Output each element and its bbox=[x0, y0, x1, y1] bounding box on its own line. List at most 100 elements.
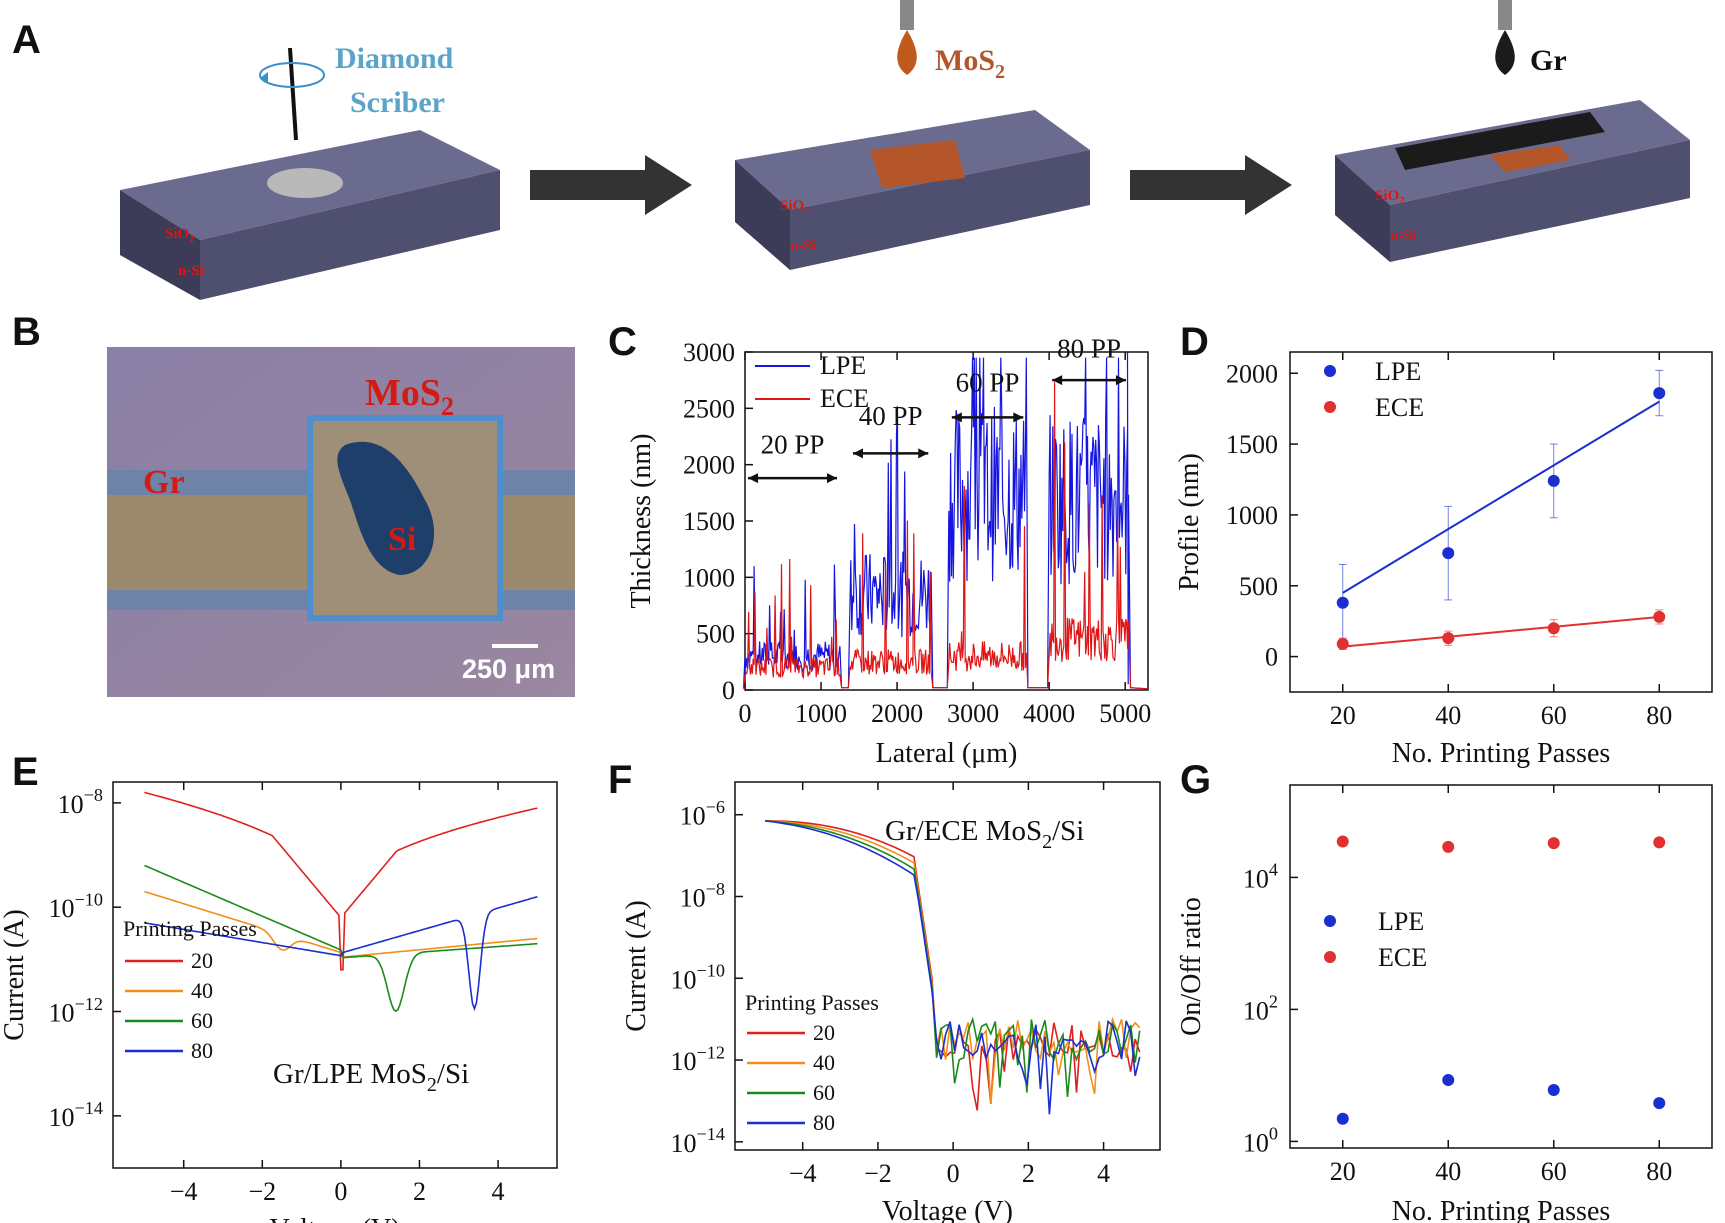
pp-arrowhead-left bbox=[748, 473, 759, 484]
sio2-label-1: SiO2 bbox=[165, 226, 194, 245]
plot-frame bbox=[1289, 351, 1713, 693]
y-axis-label: Thickness (nm) bbox=[626, 434, 657, 609]
x-axis-label: No. Printing Passes bbox=[1392, 1196, 1611, 1223]
data-point-lpe bbox=[1336, 1112, 1349, 1125]
legend-label-ece: ECE bbox=[1378, 943, 1427, 972]
data-point-lpe bbox=[1653, 1097, 1666, 1110]
x-tick-label: −2 bbox=[248, 1177, 276, 1206]
data-point-lpe bbox=[1442, 1074, 1455, 1087]
chart-g-onoff: 20 40 60 80 100 102 104 No. Printing Passes On/O… bbox=[1176, 784, 1713, 1223]
x-axis-label: Voltage (V) bbox=[270, 1214, 401, 1223]
nsi-label-3: n-Si bbox=[1390, 228, 1416, 244]
legend-label-80: 80 bbox=[191, 1038, 213, 1063]
chart-e-lpe-iv: −4 −2 0 2 4 10−8 10−10 10−12 10−14 Voltage (V) Cur… bbox=[0, 781, 558, 1223]
y-tick-label: 2500 bbox=[683, 394, 735, 423]
chart-d-profile: 20 40 60 80 0 500 1000 1500 2000 No. Printing Pas… bbox=[1174, 351, 1713, 769]
x-tick-label: 1000 bbox=[795, 699, 847, 728]
plot-frame bbox=[112, 781, 558, 1169]
y-tick-label: 10−10 bbox=[49, 889, 103, 923]
chart-annotation: Gr/LPE MoS2/Si bbox=[273, 1058, 469, 1096]
y-tick-label: 100 bbox=[1243, 1124, 1278, 1158]
legend-label-20: 20 bbox=[191, 948, 213, 973]
series-line-20 bbox=[144, 791, 538, 971]
gr-ink-label: Gr bbox=[1530, 44, 1567, 77]
arrow-2 bbox=[1130, 155, 1292, 215]
x-tick-label: 2 bbox=[1022, 1159, 1035, 1188]
x-tick-label: 40 bbox=[1435, 1157, 1461, 1186]
substrate-1: SiO2 n-Si bbox=[120, 130, 500, 300]
x-tick-label: 80 bbox=[1646, 1157, 1672, 1186]
data-point-lpe bbox=[1653, 387, 1666, 400]
panel-letter-a: A bbox=[12, 18, 41, 62]
legend-label-40: 40 bbox=[191, 978, 213, 1003]
y-tick-label: 0 bbox=[722, 676, 735, 705]
data-point-ece bbox=[1653, 610, 1666, 623]
substrate-3: SiO2 n-Si bbox=[1335, 100, 1690, 262]
pp-arrowhead-left bbox=[951, 412, 962, 423]
y-tick-label: 500 bbox=[696, 620, 735, 649]
x-axis-label: Lateral (μm) bbox=[876, 738, 1018, 769]
legend-title: Printing Passes bbox=[745, 990, 879, 1015]
pp-arrowhead-right bbox=[918, 448, 929, 459]
chart-f-ece-iv: −4 −2 0 2 4 10−6 10−8 10−10 10−12 10−14 Voltage (V… bbox=[621, 781, 1161, 1223]
series-line-80 bbox=[144, 896, 538, 1012]
pp-annotation: 60 PP bbox=[956, 367, 1020, 397]
x-tick-label: −4 bbox=[789, 1159, 817, 1188]
plot-frame bbox=[1289, 784, 1713, 1149]
y-tick-label: 1000 bbox=[683, 563, 735, 592]
mos2-ink-label: MoS2 bbox=[935, 44, 1005, 83]
x-tick-label: 0 bbox=[947, 1159, 960, 1188]
panel-letter-e: E bbox=[12, 750, 39, 794]
series-line-ece bbox=[742, 382, 1149, 691]
legend-label-ece: ECE bbox=[1375, 393, 1424, 422]
y-tick-label: 2000 bbox=[1226, 359, 1278, 388]
y-tick-label: 10−8 bbox=[680, 879, 725, 913]
data-point-ece bbox=[1547, 622, 1560, 635]
y-axis-label: Profile (nm) bbox=[1174, 453, 1205, 591]
x-tick-label: −4 bbox=[170, 1177, 198, 1206]
x-tick-label: 40 bbox=[1435, 701, 1461, 730]
legend-label-60: 60 bbox=[191, 1008, 213, 1033]
chart-annotation: Gr/ECE MoS2/Si bbox=[885, 815, 1084, 853]
y-tick-label: 10−8 bbox=[58, 785, 103, 819]
data-point-lpe bbox=[1336, 596, 1349, 609]
series-line-60 bbox=[765, 820, 1141, 1097]
pp-arrowhead-right bbox=[1013, 412, 1024, 423]
pp-annotation: 20 PP bbox=[761, 429, 825, 459]
x-tick-label: 4 bbox=[492, 1177, 505, 1206]
x-tick-label: −2 bbox=[864, 1159, 892, 1188]
legend-label-40: 40 bbox=[813, 1050, 835, 1075]
x-axis-label: No. Printing Passes bbox=[1392, 738, 1611, 769]
panel-letter-g: G bbox=[1180, 758, 1212, 802]
y-tick-label: 104 bbox=[1243, 860, 1278, 894]
legend-title: Printing Passes bbox=[123, 916, 257, 941]
y-axis-label: On/Off ratio bbox=[1176, 897, 1207, 1036]
legend-label-80: 80 bbox=[813, 1110, 835, 1135]
x-axis-label: Voltage (V) bbox=[882, 1196, 1013, 1223]
x-tick-label: 80 bbox=[1646, 701, 1672, 730]
mos2-film bbox=[870, 140, 965, 188]
y-tick-label: 0 bbox=[1265, 643, 1278, 672]
scriber-label-line1: Diamond bbox=[335, 42, 454, 75]
graphene-film bbox=[1395, 112, 1605, 170]
fit-line-ece bbox=[1342, 615, 1660, 648]
y-tick-label: 1500 bbox=[683, 507, 735, 536]
plot-frame bbox=[734, 781, 1161, 1151]
legend-marker-lpe bbox=[1324, 915, 1336, 927]
panel-letter-d: D bbox=[1180, 320, 1209, 364]
data-point-lpe bbox=[1547, 1084, 1560, 1097]
y-tick-label: 102 bbox=[1243, 992, 1278, 1026]
legend-marker-lpe bbox=[1324, 365, 1336, 377]
x-tick-label: 2000 bbox=[871, 699, 923, 728]
series-line-80 bbox=[764, 820, 1141, 1115]
pp-arrowhead-right bbox=[827, 473, 838, 484]
legend-label-lpe: LPE bbox=[820, 351, 866, 380]
x-tick-label: 20 bbox=[1330, 701, 1356, 730]
x-tick-label: 4 bbox=[1097, 1159, 1110, 1188]
y-tick-label: 500 bbox=[1239, 572, 1278, 601]
legend-label-lpe: LPE bbox=[1375, 357, 1421, 386]
sio2-label-3: SiO2 bbox=[1375, 188, 1404, 207]
nsi-label-1: n-Si bbox=[178, 263, 204, 279]
data-point-ece bbox=[1336, 637, 1349, 650]
